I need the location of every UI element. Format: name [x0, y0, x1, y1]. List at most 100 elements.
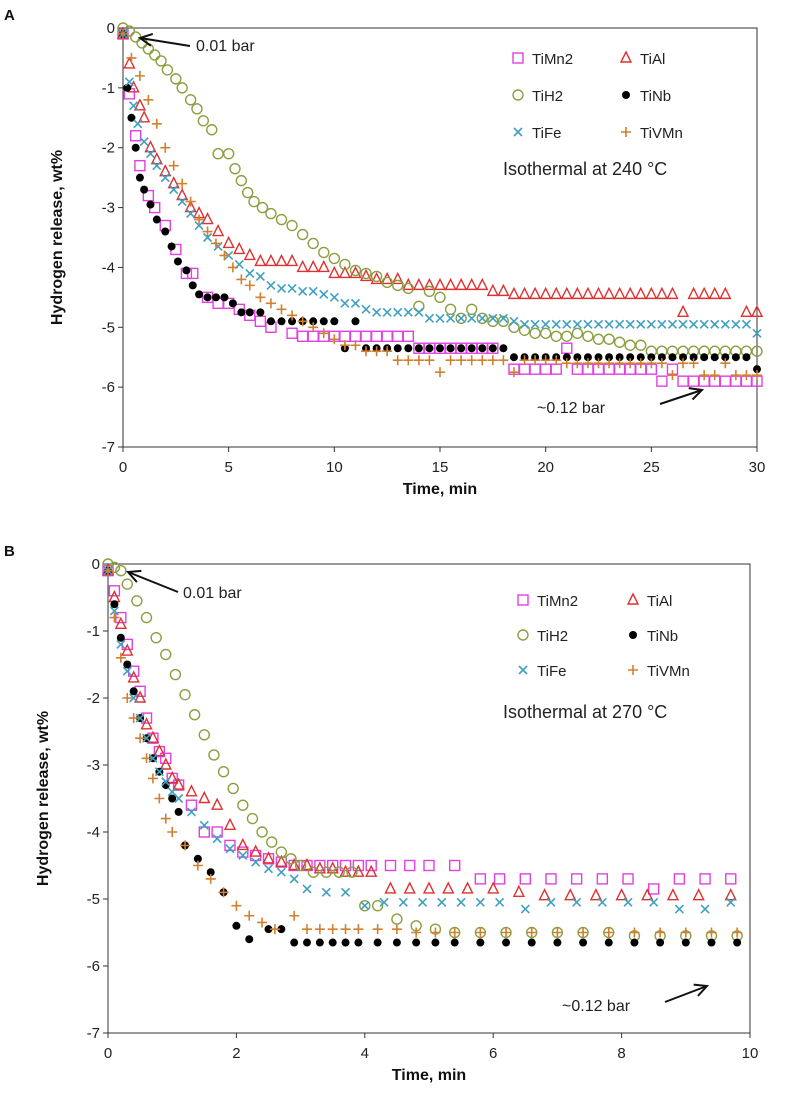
data-point: [169, 668, 182, 681]
data-point: [135, 173, 144, 182]
data-point: [382, 307, 392, 317]
data-point: [141, 733, 152, 743]
data-point: [502, 938, 511, 947]
x-tick-label: 5: [224, 459, 232, 476]
data-point: [721, 353, 730, 362]
data-point: [319, 289, 329, 299]
data-point: [168, 794, 177, 803]
data-point: [751, 345, 763, 357]
data-point: [150, 152, 163, 165]
data-point: [349, 265, 362, 279]
isothermal-note: Isothermal at 270 °C: [503, 702, 667, 722]
data-point: [168, 160, 179, 171]
data-point: [384, 881, 397, 894]
data-point: [474, 873, 487, 885]
data-point: [681, 938, 690, 947]
data-point: [360, 330, 372, 342]
data-point: [288, 857, 301, 871]
data-point: [613, 286, 626, 300]
data-point: [161, 227, 170, 236]
data-point: [423, 285, 436, 298]
data-point: [245, 935, 254, 944]
data-point: [211, 797, 224, 810]
data-point: [257, 917, 268, 928]
data-point: [477, 313, 487, 323]
data-point: [174, 793, 184, 804]
data-point: [170, 73, 182, 85]
data-point: [646, 358, 657, 369]
legend-marker: [628, 665, 638, 675]
data-point: [487, 342, 499, 354]
legend-item-tife: TiFe: [513, 125, 561, 142]
data-point: [318, 246, 330, 259]
y-tick-label: -4: [87, 824, 100, 841]
data-point: [392, 938, 401, 947]
y-tick-label: 0: [92, 556, 100, 573]
data-point: [719, 375, 731, 387]
data-point: [244, 280, 255, 291]
x-tick-label: 6: [489, 1045, 497, 1062]
data-point: [583, 353, 592, 362]
data-point: [206, 124, 218, 136]
data-point: [636, 353, 645, 362]
data-point: [327, 859, 339, 872]
legend-label: TiVMn: [640, 125, 683, 142]
data-point: [412, 938, 421, 947]
data-point: [457, 344, 466, 353]
data-point: [198, 729, 211, 741]
data-point: [318, 328, 329, 339]
data-point: [142, 189, 155, 202]
data-point: [227, 262, 238, 273]
data-point: [350, 340, 361, 351]
data-point: [635, 358, 646, 369]
data-point: [328, 938, 337, 947]
data-point: [352, 864, 365, 877]
data-point: [740, 304, 753, 318]
data-point: [211, 223, 225, 237]
data-point: [232, 921, 241, 930]
data-point: [603, 333, 615, 345]
data-point: [646, 319, 656, 329]
annotation-end-label: ~0.12 bar: [562, 998, 631, 1015]
data-point: [526, 927, 537, 938]
data-point: [150, 632, 162, 644]
data-point: [551, 355, 562, 366]
data-point: [303, 938, 312, 947]
data-point: [327, 924, 338, 935]
data-point: [435, 313, 445, 323]
data-point: [403, 355, 414, 366]
panel-label: A: [4, 7, 15, 24]
data-point: [172, 777, 185, 790]
data-point: [237, 846, 249, 858]
data-point: [572, 358, 583, 369]
data-point: [656, 375, 668, 387]
data-point: [244, 910, 255, 921]
data-point: [140, 185, 149, 194]
data-point: [562, 353, 571, 362]
data-point: [520, 904, 530, 914]
x-tick-label: 8: [617, 1045, 625, 1062]
legend-label: TiH2: [537, 628, 568, 645]
data-point: [518, 363, 531, 375]
data-point: [245, 268, 255, 278]
data-point: [269, 924, 280, 935]
annotation-start-arrow: [137, 33, 191, 47]
data-point: [206, 868, 215, 877]
data-point: [553, 938, 562, 947]
data-point: [528, 286, 542, 300]
data-point: [706, 927, 717, 938]
legend-marker: [512, 89, 524, 101]
data-point: [402, 330, 414, 342]
data-point: [391, 924, 402, 935]
y-axis-title: Hydrogen release, wt%: [49, 150, 66, 325]
data-point: [222, 147, 235, 160]
data-point: [593, 358, 604, 369]
data-point: [224, 839, 236, 852]
data-point: [402, 282, 414, 295]
data-point: [256, 201, 269, 214]
data-point: [467, 313, 477, 323]
data-point: [222, 235, 235, 249]
data-point: [329, 292, 339, 302]
data-point: [115, 565, 127, 577]
plot-frame: [107, 563, 751, 1034]
